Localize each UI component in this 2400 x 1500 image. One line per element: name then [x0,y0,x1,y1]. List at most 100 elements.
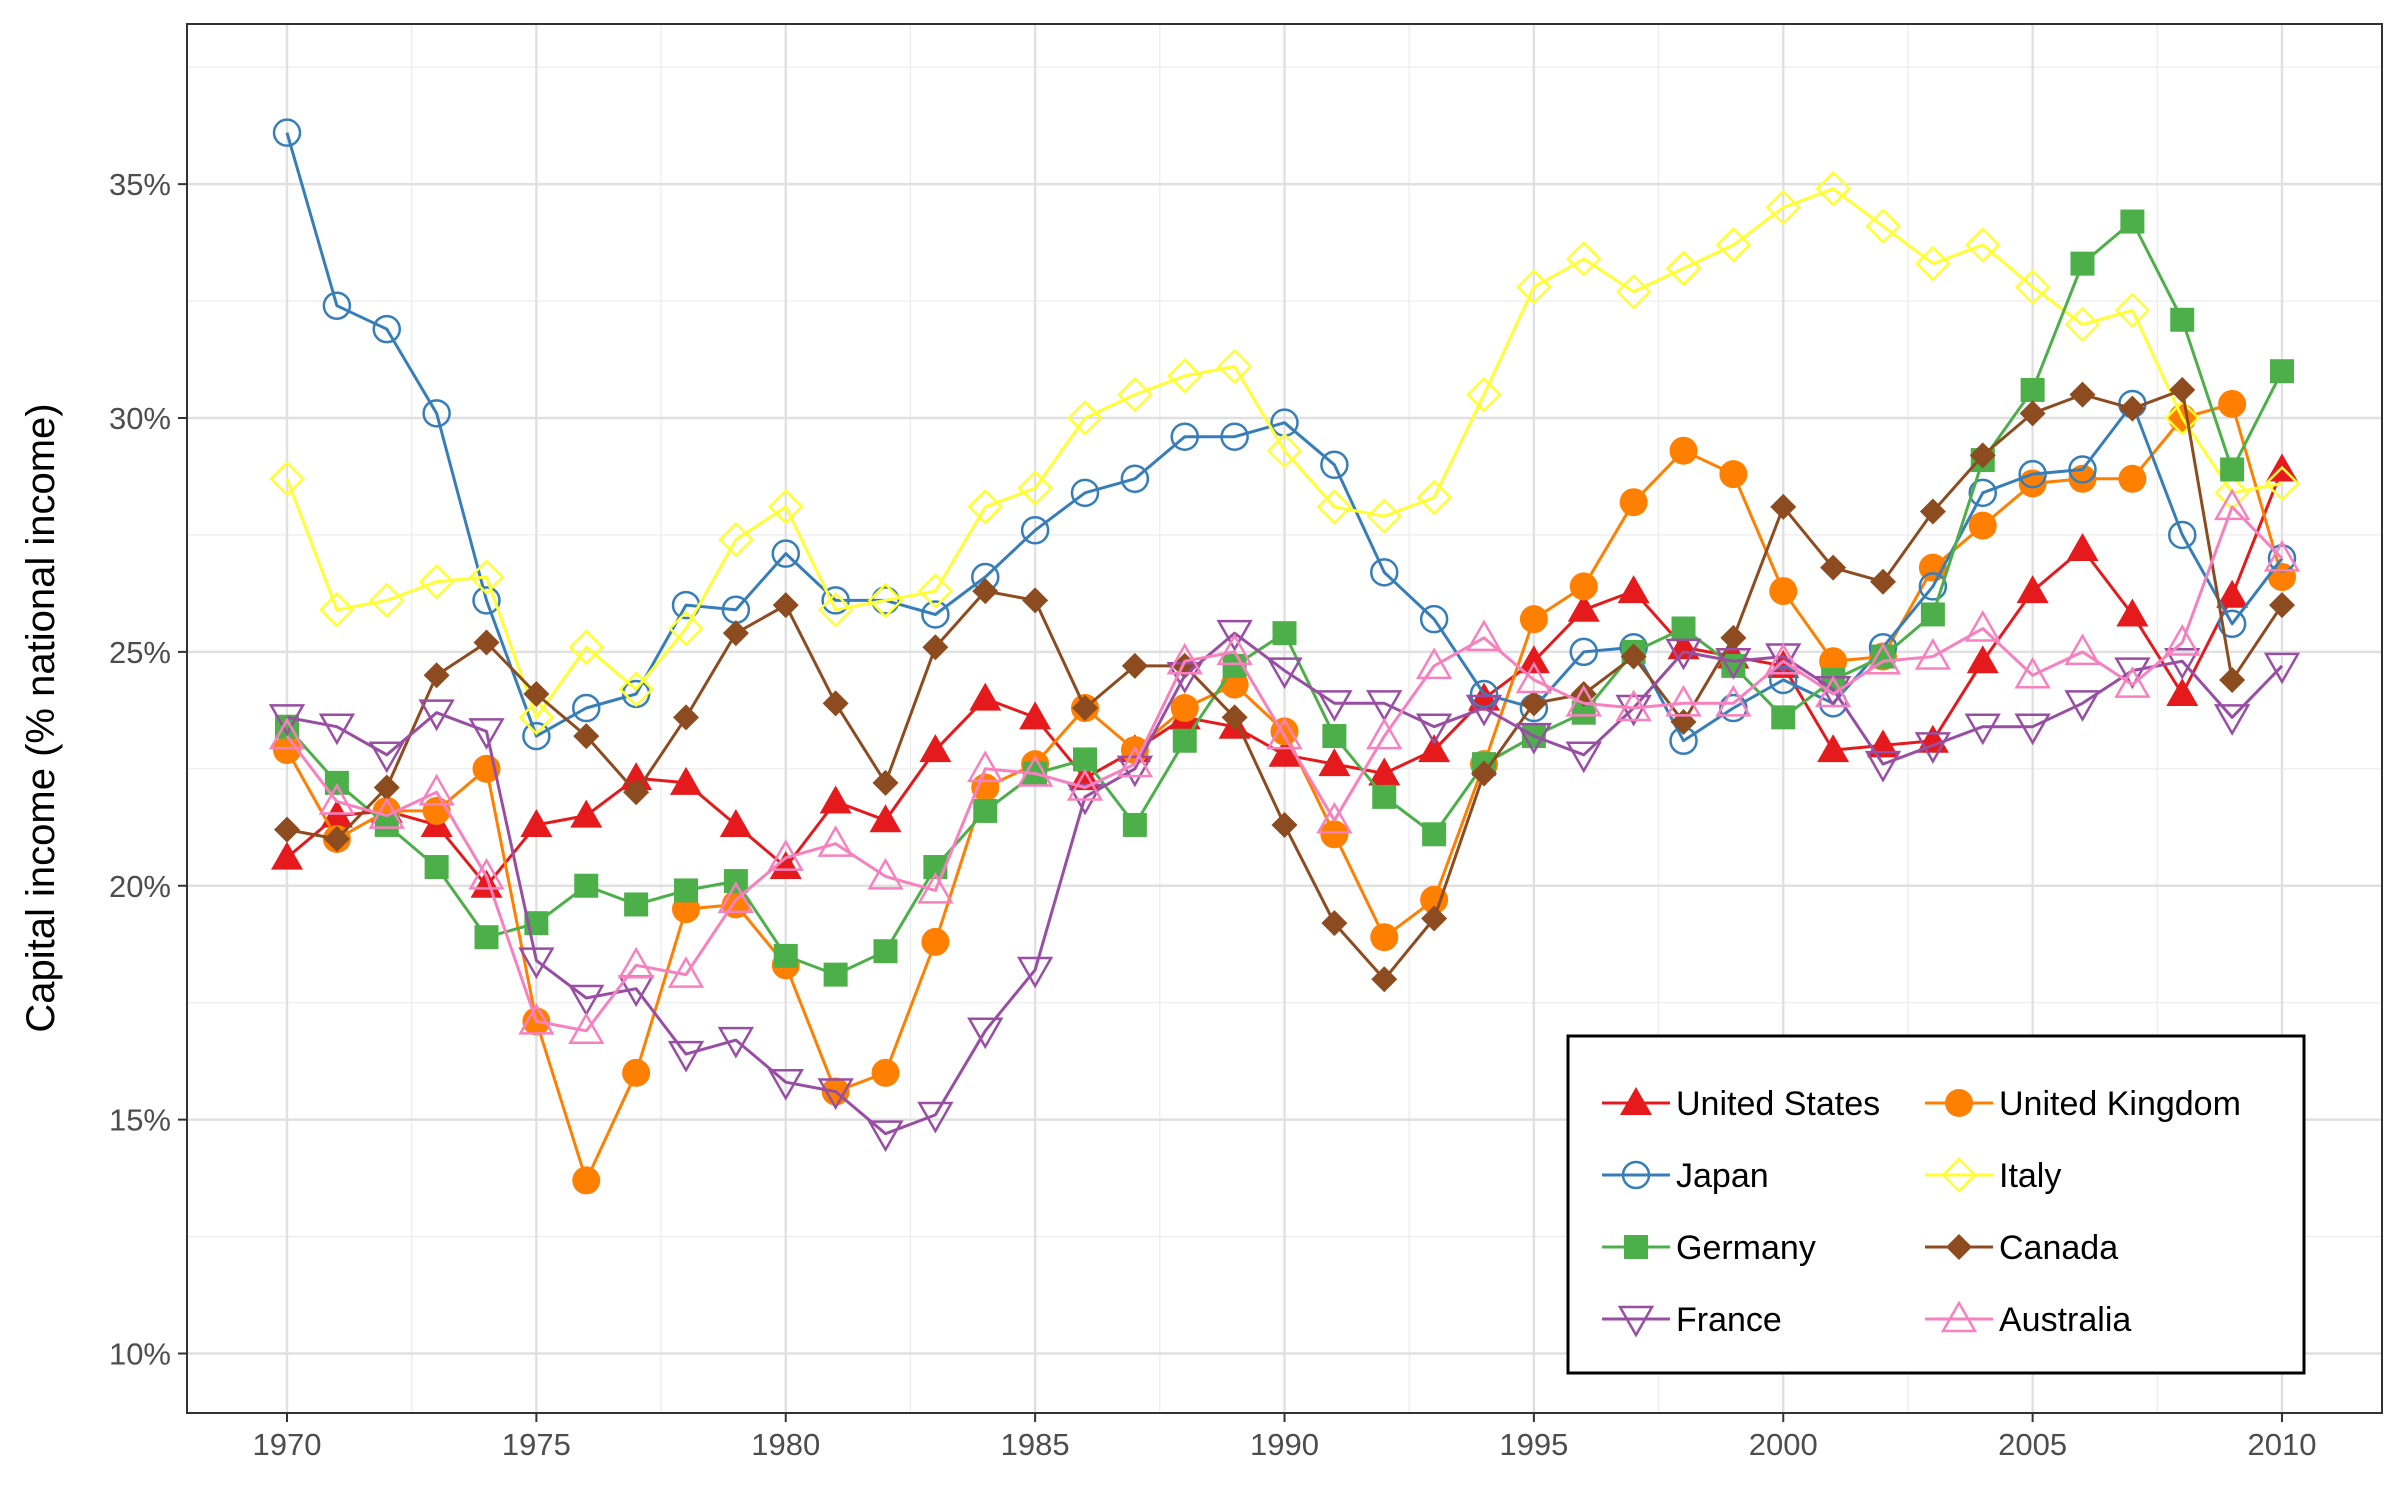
data-point [274,816,300,843]
data-point [1072,695,1098,722]
y-tick-label: 35% [109,167,171,202]
data-point [2068,464,2097,493]
data-point [2016,575,2049,604]
legend-entry: Canada [1925,1229,2118,1267]
data-point [717,1026,755,1059]
data-point [368,741,405,774]
data-point [823,962,848,987]
data-point [872,769,899,796]
data-point [921,600,950,629]
data-point [969,682,1002,711]
data-point [2164,624,2201,656]
data-point [618,671,654,708]
data-point [2070,251,2095,276]
data-point [570,799,603,828]
data-point [1769,577,1798,606]
data-point [2164,647,2201,680]
data-point [967,1017,1004,1050]
data-point [2213,488,2251,521]
data-point [1116,745,1154,778]
data-point [1665,638,1702,671]
data-point [474,925,499,950]
data-point [573,723,600,750]
data-point [1769,665,1798,695]
data-point [1266,657,1303,690]
data-point [1221,704,1248,731]
data-point [917,573,954,609]
data-point [717,881,755,914]
data-point [1615,689,1652,722]
data-point [1322,724,1347,749]
data-point [418,773,455,806]
data-point [1620,643,1647,670]
data-point [424,855,449,880]
series [268,488,2301,1045]
data-point [319,592,355,628]
data-point [1715,647,1752,680]
data-point [2068,455,2097,484]
data-point [2014,713,2051,746]
data-point [522,721,551,751]
legend-label: Australia [1999,1301,2131,1339]
data-point [1073,747,1097,772]
data-point [1771,705,1796,730]
y-tick-label: 30% [109,401,171,436]
data-point [2120,209,2145,234]
data-point [1019,701,1052,730]
data-point [623,779,650,806]
data-point [1415,647,1453,680]
series-line [285,505,2284,1033]
data-point [973,798,998,823]
data-point [568,629,605,665]
data-point [2064,633,2101,666]
series-line [285,187,2283,719]
data-point [1371,966,1398,993]
data-point [1116,755,1154,788]
data-point [1066,769,1104,801]
data-point [1117,376,1153,413]
data-point [1968,478,1997,508]
data-point [971,773,1000,802]
series-line [286,631,2284,1136]
data-point [1516,269,1552,305]
data-point [1621,1160,1651,1190]
data-point [1421,905,1448,932]
x-tick-label: 2010 [2248,1427,2317,1462]
data-point [1321,910,1348,937]
data-point [718,521,754,558]
data-point [771,539,800,568]
data-point [1166,358,1203,394]
data-point [1372,784,1397,809]
data-point [2263,539,2301,572]
x-axis-ticks: 1970 1975 1980 1985 1990 1995 2000 2005 2010 [253,1413,2317,1462]
data-point [518,1002,555,1035]
data-point [1216,348,1253,385]
data-point [1565,684,1602,717]
legend-entry: Italy [1925,1157,2061,1195]
data-point [670,766,702,795]
legend-entry: United States [1602,1085,1880,1123]
data-point [1966,645,1999,674]
data-point [1940,1300,1978,1333]
data-point [2116,598,2149,627]
data-point [1320,450,1349,480]
data-point [2170,307,2195,332]
data-point [1615,273,1652,310]
legend-entry: Germany [1602,1229,1816,1267]
data-point [523,680,550,707]
data-point [1969,442,1996,469]
data-point [622,1058,651,1087]
data-point [1271,811,1298,838]
data-point [1418,734,1451,763]
data-point [2219,666,2246,693]
data-point [1368,757,1401,786]
data-point [1567,593,1600,622]
data-point [1422,822,1447,847]
data-point [1665,250,1702,287]
data-point [368,582,405,619]
data-point [1964,713,2001,746]
legend-label: Japan [1676,1157,1769,1195]
data-point [1419,604,1449,634]
data-point [1320,820,1349,849]
data-point [1770,493,1797,520]
